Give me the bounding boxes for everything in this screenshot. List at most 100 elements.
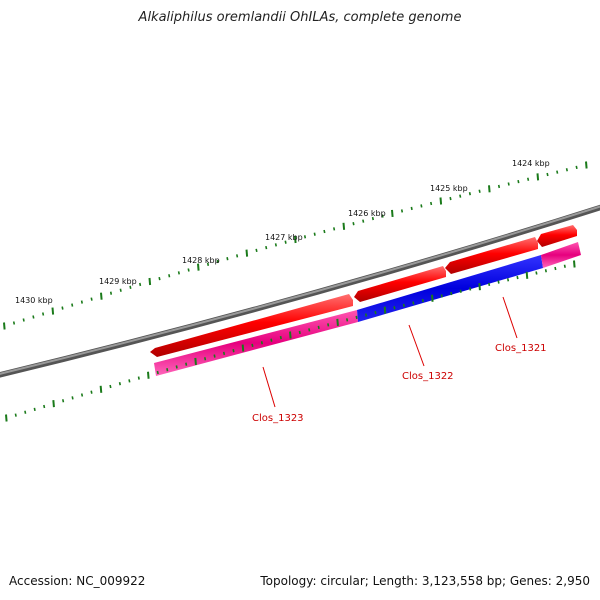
leader-clos-1322 [408,324,425,367]
inner-scale-tick [516,275,519,280]
inner-scale-tick [563,264,566,268]
inner-scale-tick [90,390,93,394]
outer-scale-tick [129,285,132,289]
inner-scale-tick [251,343,254,348]
inner-scale-tick [241,344,245,352]
gene-label-clos-1322[interactable]: Clos_1322 [402,371,454,382]
gene-labels: Clos_1321 Clos_1322 Clos_1323 [252,343,547,424]
leader-clos-1321 [502,296,518,339]
outer-scale-tick [313,232,316,236]
gene-label-clos-1321[interactable]: Clos_1321 [495,343,547,354]
inner-scale-tick [24,410,27,414]
inner-scale-tick [260,341,263,345]
gene-arrow-clos-1321[interactable] [445,237,538,274]
map-title: Alkaliphilus oremlandii OhILAs, complete… [138,10,462,25]
outer-scale-tick [400,209,404,213]
outer-scale-tick [391,209,394,218]
outer-scale-tick [459,194,462,198]
gene-arrow-clos-1322[interactable] [354,266,446,302]
outer-scale-tick [216,259,219,264]
inner-scale-tick [80,393,84,397]
outer-scale-tick [206,262,210,266]
outer-scale-tick [556,170,559,174]
outer-scale-tick [536,173,540,181]
scale-label-1428: 1428 kbp [182,256,220,265]
outer-scale-tick [158,276,161,281]
genome-summary-text: Topology: circular; Length: 3,123,558 bp… [260,574,590,588]
outer-scale-tick [168,274,171,278]
outer-scale-tick [22,318,25,322]
gene-arrow-extra[interactable] [537,225,577,247]
outer-scale-tick [303,235,307,239]
inner-scale-tick [298,330,301,335]
accession-text: Accession: NC_009922 [9,574,146,588]
outer-scale-tick [381,214,384,218]
inner-scale-tick [374,310,377,315]
inner-scale-tick [336,318,339,326]
inner-scale-tick [544,269,547,273]
inner-scale-tick [525,271,529,279]
outer-scale-tick [139,282,142,287]
outer-scale-tick [265,245,268,250]
inner-scale-tick [270,338,273,342]
outer-scale-tick [352,222,355,226]
outer-scale-tick [527,177,530,181]
inner-scale-tick [450,291,453,296]
outer-scale-tick [100,292,103,300]
scale-label-1429: 1429 kbp [99,277,137,286]
outer-scale-tick [342,222,346,230]
outer-scale-tick [119,288,122,292]
inner-scale-tick [364,313,368,317]
inner-scale-tick [431,294,434,302]
outer-scale-tick [478,189,481,193]
inner-scale-tick [137,376,140,380]
outer-scale-tick [197,263,200,271]
inner-scale-tick [308,328,311,332]
inner-scale-tick [62,399,65,403]
outer-scale-tick [255,248,258,253]
outer-scale-tick [177,271,180,275]
scale-labels: 1424 kbp 1425 kbp 1426 kbp 1427 kbp 1428… [15,159,550,305]
outer-scale-tick [51,307,55,315]
inner-scale-tick [43,404,46,409]
inner-scale-tick [317,325,320,330]
inner-scale-tick [497,280,500,284]
scale-label-1425: 1425 kbp [430,184,468,193]
inner-scale-tick [383,306,387,314]
inner-scale-tick [346,318,349,322]
inner-scale-tick [185,362,188,366]
outer-scale-tick [430,201,433,206]
outer-scale-tick [575,165,578,170]
inner-scale-tick [478,283,481,291]
inner-scale-tick [554,266,557,271]
outer-scale-tick [236,254,239,258]
outer-scale-tick [585,161,588,169]
outer-scale-tick [497,184,501,189]
scale-label-1427: 1427 kbp [265,233,303,242]
inner-scale-tick [440,294,443,298]
inner-scale-tick [99,385,103,393]
outer-scale-tick [90,297,93,301]
inner-scale-tick [128,379,131,383]
inner-scale-tick [118,382,121,386]
outer-scale-ticks [3,161,588,330]
outer-scale-tick [323,229,326,234]
inner-scale-tick [469,287,472,291]
inner-scale-tick [573,260,576,268]
inner-scale-tick [71,396,74,400]
gene-label-clos-1323[interactable]: Clos_1323 [252,413,304,424]
outer-scale-tick [362,219,365,223]
inner-scale-tick [5,414,8,422]
inner-scale-tick [147,371,150,379]
inner-scale-tick [506,278,510,282]
cds-bar-clos-1321[interactable] [541,242,581,268]
outer-scale-tick [284,240,287,244]
outer-scale-tick [12,321,16,325]
inner-scale-tick [279,335,282,340]
forward-genes [150,225,577,357]
outer-scale-tick [274,243,277,247]
inner-scale-tick [402,303,405,308]
outer-scale-tick [565,168,568,172]
outer-scale-tick [187,268,190,272]
gene-arrow-clos-1323[interactable] [150,294,353,357]
